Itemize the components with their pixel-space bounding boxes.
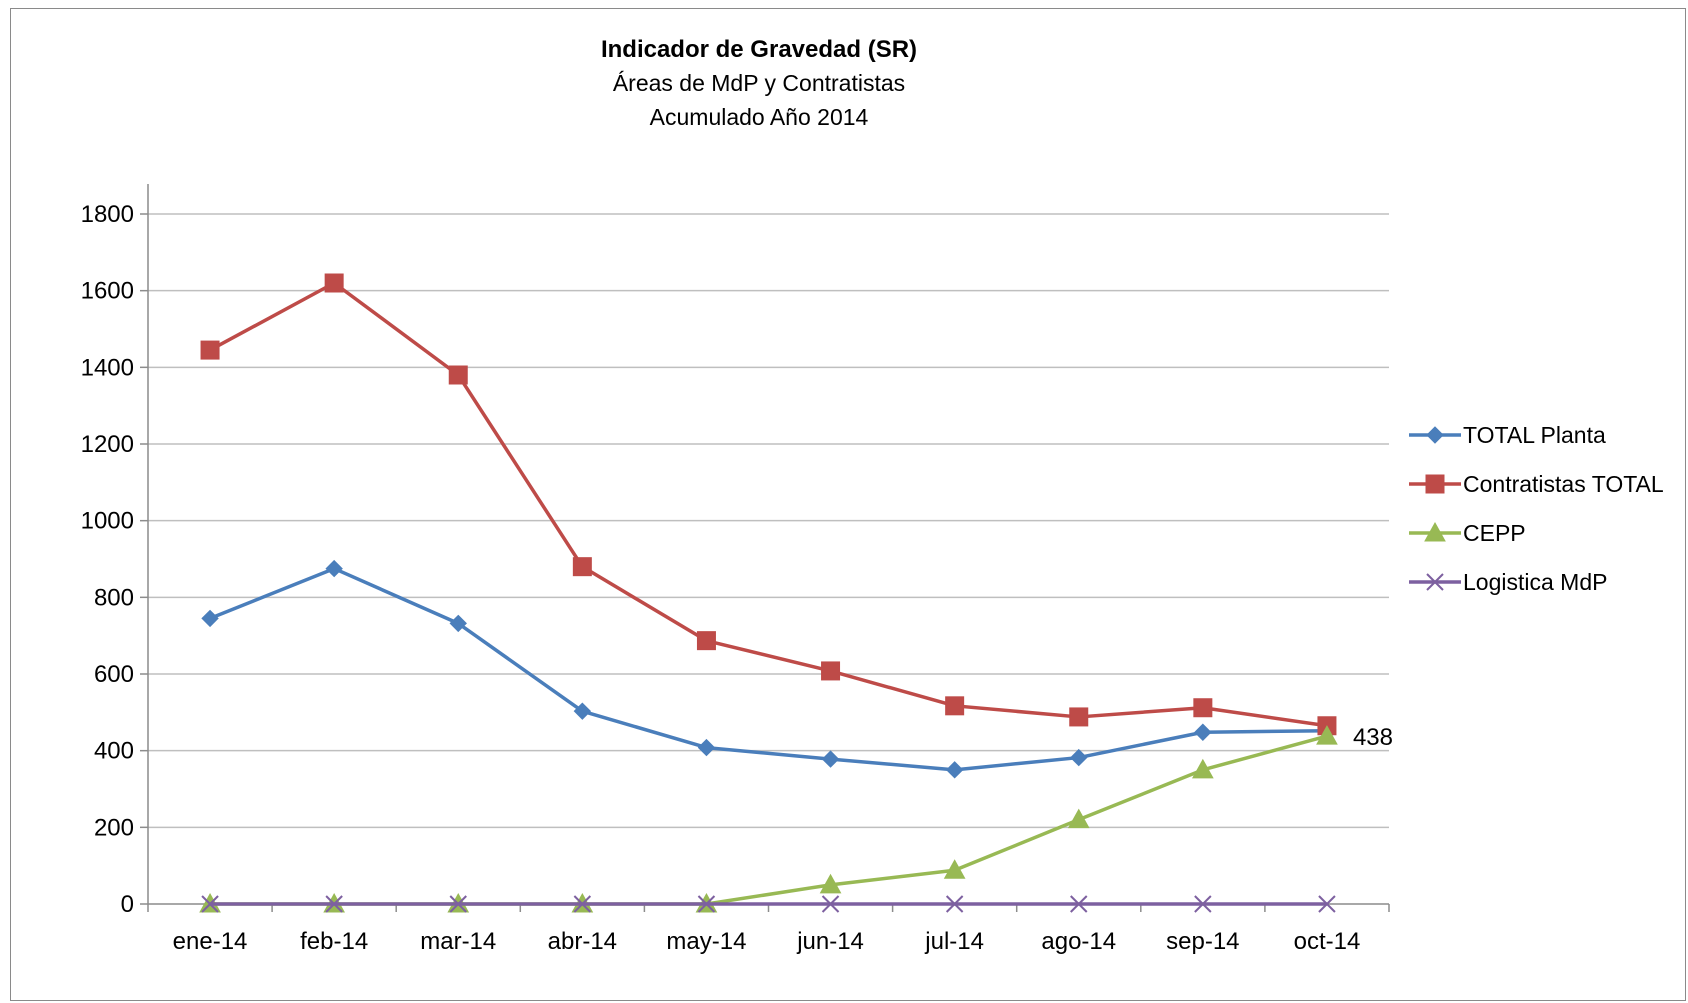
x-tick-label: ago-14: [1041, 928, 1116, 955]
data-point-contratistas-total: [821, 661, 841, 681]
data-point-total-planta: [573, 702, 592, 720]
legend-label: TOTAL Planta: [1463, 422, 1606, 448]
y-tick-label: 600: [94, 661, 134, 688]
legend-marker: [1426, 573, 1444, 591]
y-tick-label: 1400: [81, 354, 134, 381]
data-point-contratistas-total: [1069, 707, 1089, 727]
chart-title-block: Indicador de Gravedad (SR) Áreas de MdP …: [601, 36, 917, 130]
data-point-contratistas-total: [572, 557, 592, 577]
x-tick-label: jun-14: [796, 928, 864, 955]
legend-marker: [1425, 474, 1445, 494]
y-tick-label: 800: [94, 584, 134, 611]
data-point-logistica-mdp: [325, 895, 343, 913]
data-point-cepp: [1067, 808, 1090, 829]
legend: TOTAL Planta Contratistas TOTAL CEPP Logist…: [1409, 422, 1664, 595]
series-line-cepp: [210, 734, 1328, 906]
gridlines: [148, 213, 1389, 829]
x-tick-label: jul-14: [924, 928, 984, 955]
data-point-logistica-mdp: [449, 895, 467, 913]
x-tick-label: oct-14: [1294, 928, 1361, 955]
marker-stroke: [1426, 573, 1444, 591]
y-tick-label: 1200: [81, 431, 134, 458]
legend-item-total-planta: TOTAL Planta: [1409, 422, 1606, 448]
data-point-logistica-mdp: [697, 895, 716, 913]
chart-subtitle-line-2: Acumulado Año 2014: [650, 104, 869, 130]
data-point-logistica-mdp: [1070, 895, 1088, 913]
y-tick-label: 0: [121, 891, 134, 918]
data-point-total-planta: [449, 614, 467, 633]
data-point-logistica-mdp: [1194, 895, 1212, 913]
data-point-total-planta: [325, 559, 343, 578]
y-tick-label: 1000: [81, 508, 134, 535]
chart-title: Indicador de Gravedad (SR): [601, 36, 917, 63]
x-tick-label: feb-14: [300, 928, 368, 955]
data-point-total-planta: [821, 750, 840, 768]
data-point-contratistas-total: [324, 273, 344, 293]
axes: 0 200 400 600 800 1000 1200 1400 1600 1800 ene-14 f…: [81, 184, 1390, 955]
data-point-cepp: [943, 859, 966, 879]
series-logistica-mdp: [201, 895, 1336, 913]
legend-label: CEPP: [1463, 520, 1526, 546]
series-lines: [199, 273, 1338, 913]
line-chart: Indicador de Gravedad (SR) Áreas de MdP …: [81, 36, 1664, 955]
data-point-total-planta: [945, 761, 964, 779]
data-point-contratistas-total: [945, 696, 965, 716]
marker-stroke: [697, 895, 716, 913]
y-tick-label: 1600: [81, 278, 134, 305]
data-point-contratistas-total: [448, 365, 468, 385]
series-line-contratistas-total: [209, 281, 1328, 728]
marker-stroke: [1070, 895, 1088, 913]
x-tick-label: mar-14: [420, 928, 496, 955]
y-tick-label: 200: [94, 814, 134, 841]
legend-item-contratistas-total: Contratistas TOTAL: [1409, 471, 1664, 497]
data-point-cepp: [1192, 758, 1214, 779]
marker-stroke: [1318, 895, 1336, 913]
marker-stroke: [201, 895, 219, 913]
series-line-total-planta: [209, 566, 1327, 772]
data-point-total-planta: [201, 609, 219, 628]
data-point-cepp: [1316, 725, 1338, 745]
data-labels: 438: [1353, 724, 1393, 751]
series-contratistas-total: [200, 273, 1337, 736]
marker-stroke: [573, 895, 592, 913]
x-tick-label: sep-14: [1166, 928, 1239, 955]
data-point-total-planta: [1194, 723, 1212, 741]
legend-marker: [1426, 426, 1444, 444]
data-point-contratistas-total: [696, 631, 716, 651]
y-tick-label: 400: [94, 738, 134, 765]
data-point-logistica-mdp: [821, 895, 840, 913]
chart-frame: Indicador de Gravedad (SR) Áreas de MdP …: [10, 8, 1686, 1001]
marker-stroke: [449, 895, 467, 913]
data-point-logistica-mdp: [1318, 895, 1336, 913]
y-tick-label: 1800: [81, 201, 134, 228]
legend-item-cepp: CEPP: [1409, 520, 1526, 546]
series-total-planta: [201, 559, 1336, 779]
marker-stroke: [945, 895, 964, 913]
data-point-logistica-mdp: [945, 895, 964, 913]
data-point-logistica-mdp: [573, 895, 592, 913]
data-point-contratistas-total: [200, 340, 220, 360]
marker-stroke: [821, 895, 840, 913]
legend-label: Logistica MdP: [1463, 569, 1607, 595]
x-tick-label: abr-14: [548, 928, 617, 955]
x-tick-label: may-14: [666, 928, 746, 955]
legend-item-logistica-mdp: Logistica MdP: [1409, 569, 1607, 595]
legend-label: Contratistas TOTAL: [1463, 471, 1664, 497]
marker-stroke: [1194, 895, 1212, 913]
data-point-logistica-mdp: [201, 895, 219, 913]
x-tick-label: ene-14: [173, 928, 248, 955]
legend-marker: [1424, 521, 1446, 542]
data-point-total-planta: [697, 738, 716, 757]
data-label: 438: [1353, 724, 1393, 751]
chart-subtitle-line-1: Áreas de MdP y Contratistas: [613, 70, 905, 96]
marker-stroke: [325, 895, 343, 913]
data-point-total-planta: [1070, 748, 1088, 767]
data-point-contratistas-total: [1193, 698, 1213, 718]
data-point-cepp: [819, 873, 842, 894]
